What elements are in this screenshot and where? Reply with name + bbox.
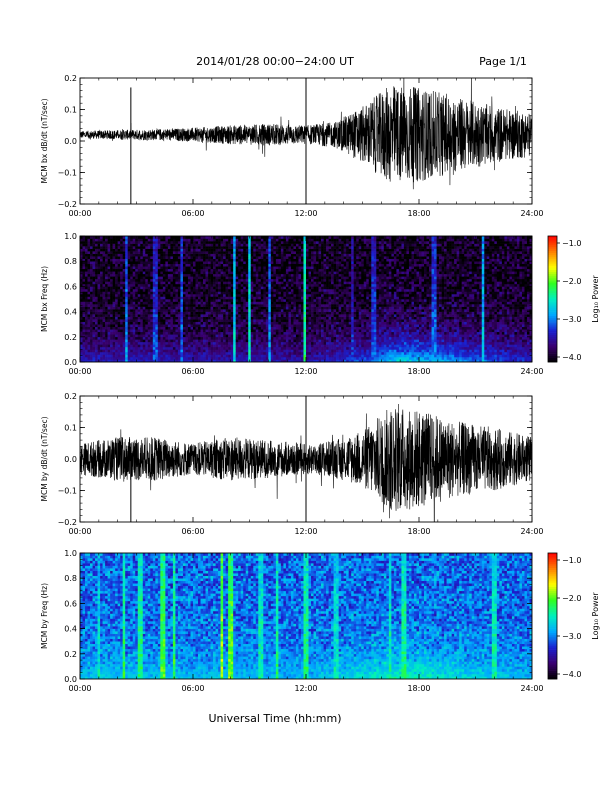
y-tick-label: 1.0 <box>64 232 77 241</box>
x-tick-label: 12:00 <box>294 367 317 376</box>
x-tick-label: 12:00 <box>294 527 317 536</box>
y-tick-label: 0.0 <box>64 137 77 146</box>
y-tick-label: 0.2 <box>64 392 77 401</box>
x-tick-label: 18:00 <box>407 527 430 536</box>
x-tick-label: 18:00 <box>407 209 430 218</box>
y-axis-label: MCM bx Freq (Hz) <box>40 266 49 332</box>
colorbar-tick-label: −2.0 <box>562 277 581 286</box>
page-label: Page 1/1 <box>479 55 527 68</box>
x-tick-label: 24:00 <box>520 209 543 218</box>
colorbar-label: Log₁₀ Power <box>591 275 600 323</box>
y-tick-label: 0.0 <box>64 675 77 684</box>
y-axis-label: MCM by dB/dt (nT/sec) <box>40 416 49 501</box>
x-tick-label: 24:00 <box>520 527 543 536</box>
y-tick-label: −0.1 <box>58 169 77 178</box>
bx-timeseries-panel: 0.2 0.1 0.0 −0.1 −0.200:00 06:00 12:00 18:00 24:… <box>40 74 544 218</box>
y-tick-label: 1.0 <box>64 549 77 558</box>
bx-spectrogram-panel: 1.0 0.8 0.6 0.4 0.2 0.000:00 06:00 12:00 18:00 24… <box>40 232 544 376</box>
bx-spectrogram-cells <box>80 236 532 362</box>
colorbar-frame <box>547 235 558 363</box>
by-spectrogram-colorbar: −1.0 −2.0 −3.0 −4.0 Log₁₀ Power <box>547 552 600 680</box>
y-tick-label: −0.2 <box>58 200 77 209</box>
colorbar-tick-label: −3.0 <box>562 315 581 324</box>
x-tick-label: 06:00 <box>181 684 204 693</box>
bx-spectrogram-colorbar: −1.0 −2.0 −3.0 −4.0 Log₁₀ Power <box>547 235 600 363</box>
colorbar-tick-label: −4.0 <box>562 670 581 679</box>
x-tick-label: 24:00 <box>520 684 543 693</box>
by-timeseries-panel: 0.2 0.1 0.0 −0.1 −0.200:00 06:00 12:00 18:00 24:… <box>40 392 544 536</box>
y-tick-label: 0.4 <box>64 625 77 634</box>
y-tick-label: −0.1 <box>58 487 77 496</box>
y-tick-label: 0.0 <box>64 358 77 367</box>
y-tick-label: 0.8 <box>64 574 77 583</box>
by-spectrogram-panel: 1.0 0.8 0.6 0.4 0.2 0.000:00 06:00 12:00 18:00 24… <box>40 549 544 693</box>
by-spectrogram-cells <box>80 553 532 679</box>
x-tick-label: 00:00 <box>68 684 91 693</box>
x-tick-label: 12:00 <box>294 209 317 218</box>
colorbar-frame <box>547 552 558 680</box>
plot-title: 2014/01/28 00:00−24:00 UT <box>196 55 354 68</box>
colorbar-tick-label: −1.0 <box>562 556 581 565</box>
x-tick-label: 24:00 <box>520 367 543 376</box>
y-axis-label: MCM bx dB/dt (nT/sec) <box>40 98 49 183</box>
y-tick-label: 0.0 <box>64 455 77 464</box>
y-tick-label: 0.2 <box>64 74 77 83</box>
x-axis-title: Universal Time (hh:mm) <box>209 712 342 725</box>
panels-group: 0.20.10.0−0.1−0.200:00 06:00 12:00 18:00 24:… <box>40 74 544 693</box>
y-tick-label: 0.2 <box>64 650 77 659</box>
y-tick-label: 0.1 <box>64 424 77 433</box>
x-tick-label: 18:00 <box>407 367 430 376</box>
y-tick-label: 0.4 <box>64 308 77 317</box>
x-tick-label: 06:00 <box>181 209 204 218</box>
y-tick-label: 0.6 <box>64 599 77 608</box>
y-tick-label: 0.6 <box>64 282 77 291</box>
x-tick-label: 06:00 <box>181 527 204 536</box>
x-tick-label: 12:00 <box>294 684 317 693</box>
y-tick-label: 0.2 <box>64 333 77 342</box>
by-timeseries-trace <box>80 396 532 522</box>
y-tick-label: 0.1 <box>64 106 77 115</box>
y-tick-label: −0.2 <box>58 518 77 527</box>
colorbar-tick-label: −4.0 <box>562 353 581 362</box>
bx-timeseries-trace <box>80 78 532 204</box>
x-tick-label: 00:00 <box>68 527 91 536</box>
colorbar-tick-label: −3.0 <box>562 632 581 641</box>
y-tick-label: 0.8 <box>64 257 77 266</box>
x-tick-label: 06:00 <box>181 367 204 376</box>
colorbar-tick-label: −1.0 <box>562 239 581 248</box>
x-tick-label: 00:00 <box>68 367 91 376</box>
y-axis-label: MCM by Freq (Hz) <box>40 583 49 649</box>
colorbar-tick-label: −2.0 <box>562 594 581 603</box>
x-tick-label: 18:00 <box>407 684 430 693</box>
x-tick-label: 00:00 <box>68 209 91 218</box>
colorbar-label: Log₁₀ Power <box>591 592 600 640</box>
